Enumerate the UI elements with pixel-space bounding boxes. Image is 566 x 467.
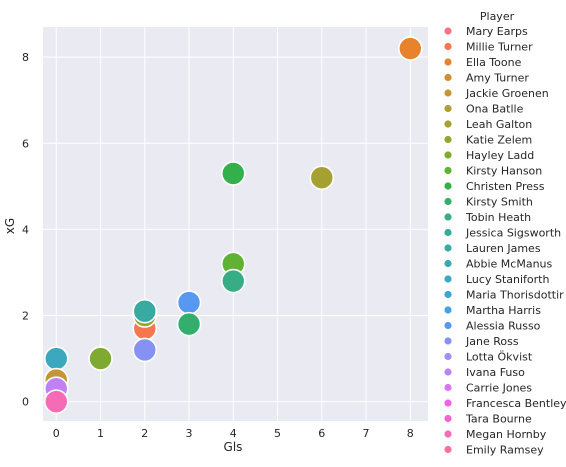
y-tick-label: 2 xyxy=(22,310,29,323)
legend-marker xyxy=(444,166,452,175)
legend-marker xyxy=(444,414,452,423)
data-point xyxy=(176,311,202,337)
data-point xyxy=(43,346,69,371)
x-tick-label: 0 xyxy=(53,427,60,440)
legend-marker xyxy=(444,182,452,190)
legend-marker xyxy=(444,275,452,283)
data-point xyxy=(309,165,335,191)
legend-marker xyxy=(444,197,452,206)
legend-label: Tara Bourne xyxy=(465,413,532,426)
legend-label: Abbie McManus xyxy=(466,258,553,271)
legend-marker xyxy=(444,135,452,144)
data-point xyxy=(397,36,423,61)
legend-label: Ona Batlle xyxy=(466,103,524,116)
legend-marker xyxy=(444,445,452,454)
x-tick-label: 5 xyxy=(274,427,281,440)
data-point xyxy=(176,290,202,315)
legend-label: Carrie Jones xyxy=(466,382,532,395)
x-tick-label: 3 xyxy=(186,427,193,440)
x-tick-label: 7 xyxy=(363,427,370,440)
legend-marker xyxy=(444,244,452,252)
legend-marker xyxy=(444,352,452,361)
legend-marker xyxy=(444,259,452,268)
legend-label: Francesca Bentley xyxy=(466,397,566,410)
legend-marker xyxy=(444,306,452,314)
grid xyxy=(43,27,428,421)
y-tick-label: 8 xyxy=(22,51,29,64)
x-tick-labels: 0 1 2 3 4 5 6 7 8 xyxy=(53,427,414,440)
legend: Player Mary Earps Millie Turner Ella Toone… xyxy=(444,10,566,457)
legend-label: Ivana Fuso xyxy=(466,366,525,379)
legend-marker xyxy=(444,120,452,128)
legend-marker xyxy=(444,228,452,237)
legend-label: Megan Hornby xyxy=(466,428,547,441)
data-point xyxy=(220,268,246,294)
x-tick-label: 8 xyxy=(407,427,414,440)
legend-marker xyxy=(444,213,452,221)
legend-label: Katie Zelem xyxy=(466,134,532,147)
legend-label: Maria Thorisdottir xyxy=(466,289,564,302)
legend-marker xyxy=(444,337,452,345)
legend-label: Jackie Groenen xyxy=(465,87,549,100)
legend-label: Amy Turner xyxy=(466,72,529,85)
legend-label: Emily Ramsey xyxy=(466,444,544,457)
legend-label: Mary Earps xyxy=(466,25,528,38)
legend-label: Lauren James xyxy=(466,242,541,255)
legend-label: Kirsty Hanson xyxy=(466,165,542,178)
legend-label: Lotta Ökvist xyxy=(466,351,533,364)
legend-marker xyxy=(444,73,452,82)
legend-label: Jessica Sigsworth xyxy=(465,227,561,240)
y-tick-label: 4 xyxy=(22,223,29,236)
legend-label: Lucy Staniforth xyxy=(466,273,549,286)
legend-label: Tobin Heath xyxy=(465,211,531,224)
legend-marker xyxy=(444,58,452,66)
legend-marker xyxy=(444,151,452,159)
legend-label: Jane Ross xyxy=(465,335,519,348)
data-point xyxy=(43,389,69,414)
legend-label: Martha Harris xyxy=(466,304,541,317)
x-tick-label: 4 xyxy=(230,427,237,440)
data-point xyxy=(88,346,113,371)
legend-marker xyxy=(444,104,452,113)
x-tick-label: 6 xyxy=(318,427,325,440)
legend-marker xyxy=(444,368,452,376)
data-point xyxy=(220,161,246,186)
legend-marker xyxy=(444,290,452,299)
legend-label: Christen Press xyxy=(466,180,545,193)
legend-marker xyxy=(444,383,452,392)
x-tick-label: 2 xyxy=(141,427,148,440)
y-axis-label: xG xyxy=(3,218,17,234)
data-point xyxy=(132,337,158,363)
y-tick-label: 0 xyxy=(22,396,29,409)
legend-label: Kirsty Smith xyxy=(466,196,533,209)
legend-label: Ella Toone xyxy=(466,56,522,69)
legend-marker xyxy=(444,399,452,407)
legend-marker xyxy=(444,27,452,35)
x-tick-label: 1 xyxy=(97,427,104,440)
legend-marker xyxy=(444,89,452,97)
legend-label: Alessia Russo xyxy=(466,320,541,333)
legend-label: Hayley Ladd xyxy=(466,149,534,162)
legend-title: Player xyxy=(480,10,515,23)
x-axis-label: Gls xyxy=(224,440,243,454)
legend-marker xyxy=(444,42,452,51)
data-points xyxy=(43,36,423,414)
data-point xyxy=(132,298,158,324)
legend-marker xyxy=(444,430,452,438)
y-tick-label: 6 xyxy=(22,137,29,150)
legend-label: Leah Galton xyxy=(466,118,532,131)
legend-marker xyxy=(444,321,452,330)
legend-label: Millie Turner xyxy=(466,41,533,54)
y-tick-labels: 0 2 4 6 8 xyxy=(22,51,29,408)
